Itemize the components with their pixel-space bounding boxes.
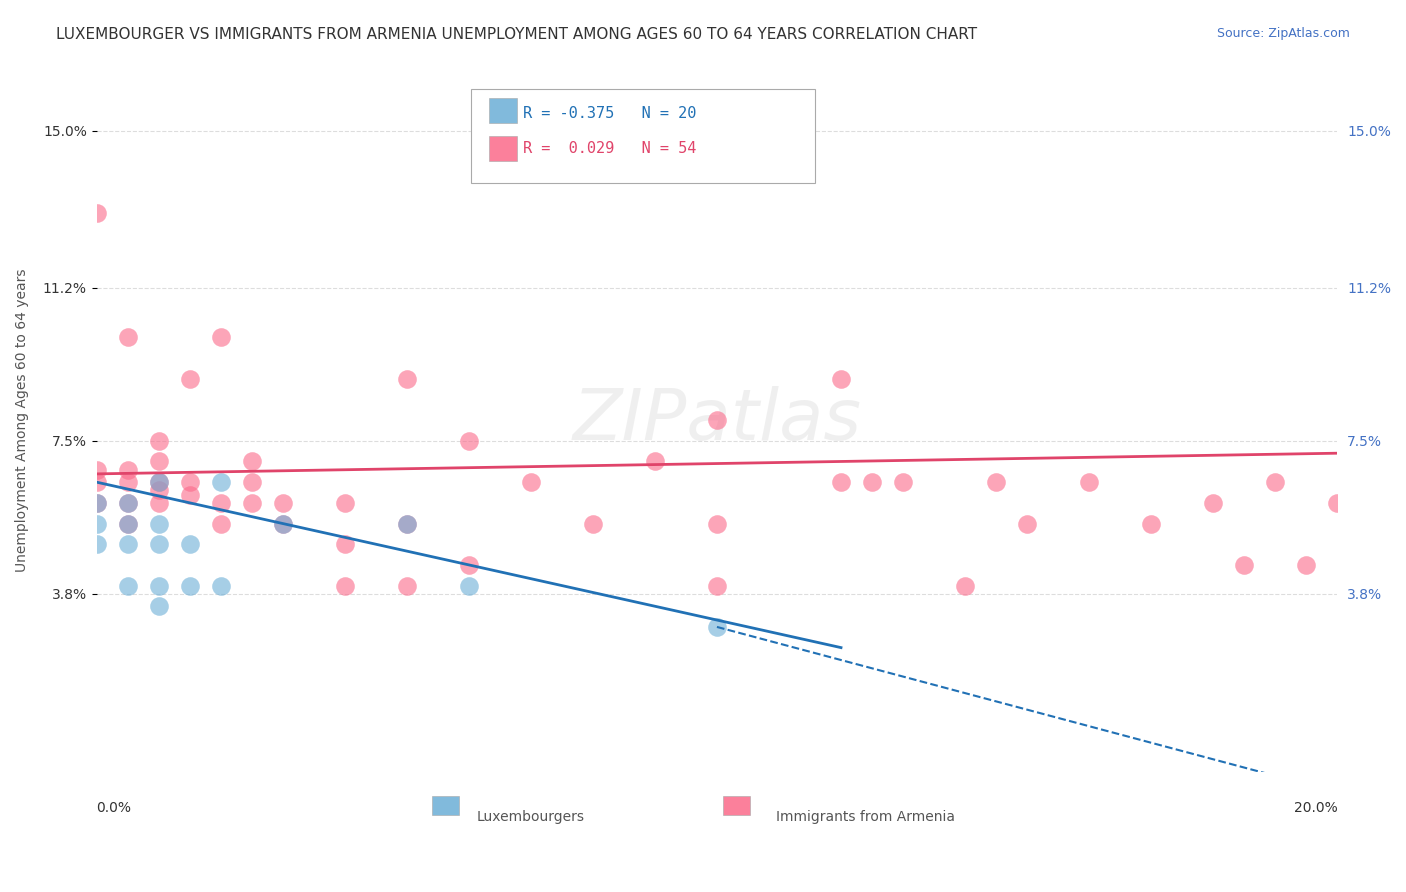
Point [1140, 516, 1163, 531]
Point [395, 578, 418, 592]
Point [179, 578, 201, 592]
Bar [723, 796, 751, 815]
Point [117, 578, 139, 592]
Point [395, 516, 418, 531]
Point [333, 496, 356, 510]
Point [644, 454, 666, 468]
Text: Immigrants from Armenia: Immigrants from Armenia [776, 810, 955, 824]
Point [1233, 558, 1256, 572]
Point [582, 516, 605, 531]
Point [1078, 475, 1101, 490]
Point [706, 620, 728, 634]
Text: ZIPatlas: ZIPatlas [572, 385, 862, 455]
Point [148, 578, 170, 592]
Point [209, 516, 232, 531]
Bar [432, 796, 458, 815]
Point [706, 516, 728, 531]
Point [240, 475, 263, 490]
Point [86, 516, 108, 531]
Point [457, 578, 479, 592]
Point [148, 434, 170, 448]
Point [117, 537, 139, 551]
Point [271, 516, 294, 531]
Point [179, 475, 201, 490]
Point [240, 454, 263, 468]
Point [148, 496, 170, 510]
Point [148, 483, 170, 498]
Point [1295, 558, 1317, 572]
Point [209, 475, 232, 490]
Point [117, 516, 139, 531]
Point [240, 496, 263, 510]
Point [1326, 496, 1348, 510]
Point [457, 558, 479, 572]
Point [520, 475, 543, 490]
Point [86, 475, 108, 490]
Point [1264, 475, 1286, 490]
Point [148, 454, 170, 468]
Point [984, 475, 1007, 490]
Point [333, 578, 356, 592]
Point [209, 330, 232, 344]
Point [117, 330, 139, 344]
Point [117, 496, 139, 510]
Point [860, 475, 883, 490]
Point [148, 475, 170, 490]
Point [86, 463, 108, 477]
Point [117, 475, 139, 490]
Point [395, 516, 418, 531]
Point [209, 578, 232, 592]
Text: 20.0%: 20.0% [1294, 801, 1337, 814]
Point [148, 475, 170, 490]
Point [1202, 496, 1225, 510]
Point [271, 516, 294, 531]
Point [706, 413, 728, 427]
Point [117, 463, 139, 477]
Point [117, 496, 139, 510]
Point [333, 537, 356, 551]
Point [179, 372, 201, 386]
Point [488, 165, 510, 179]
Text: LUXEMBOURGER VS IMMIGRANTS FROM ARMENIA UNEMPLOYMENT AMONG AGES 60 TO 64 YEARS C: LUXEMBOURGER VS IMMIGRANTS FROM ARMENIA … [56, 27, 977, 42]
Point [706, 578, 728, 592]
Point [891, 475, 914, 490]
Point [209, 496, 232, 510]
Point [117, 516, 139, 531]
Point [86, 537, 108, 551]
Point [457, 434, 479, 448]
Text: R =  0.029   N = 54: R = 0.029 N = 54 [523, 142, 696, 156]
Point [179, 487, 201, 501]
Point [271, 496, 294, 510]
Text: 0.0%: 0.0% [97, 801, 132, 814]
Point [148, 599, 170, 614]
Point [148, 537, 170, 551]
Point [953, 578, 976, 592]
Point [86, 206, 108, 220]
Point [830, 475, 852, 490]
Text: R = -0.375   N = 20: R = -0.375 N = 20 [523, 106, 696, 120]
Point [179, 537, 201, 551]
Point [148, 516, 170, 531]
Text: Source: ZipAtlas.com: Source: ZipAtlas.com [1216, 27, 1350, 40]
Text: Luxembourgers: Luxembourgers [477, 810, 585, 824]
Point [395, 372, 418, 386]
Y-axis label: Unemployment Among Ages 60 to 64 years: Unemployment Among Ages 60 to 64 years [15, 268, 30, 572]
Point [86, 496, 108, 510]
Point [1017, 516, 1039, 531]
Point [830, 372, 852, 386]
Point [86, 496, 108, 510]
